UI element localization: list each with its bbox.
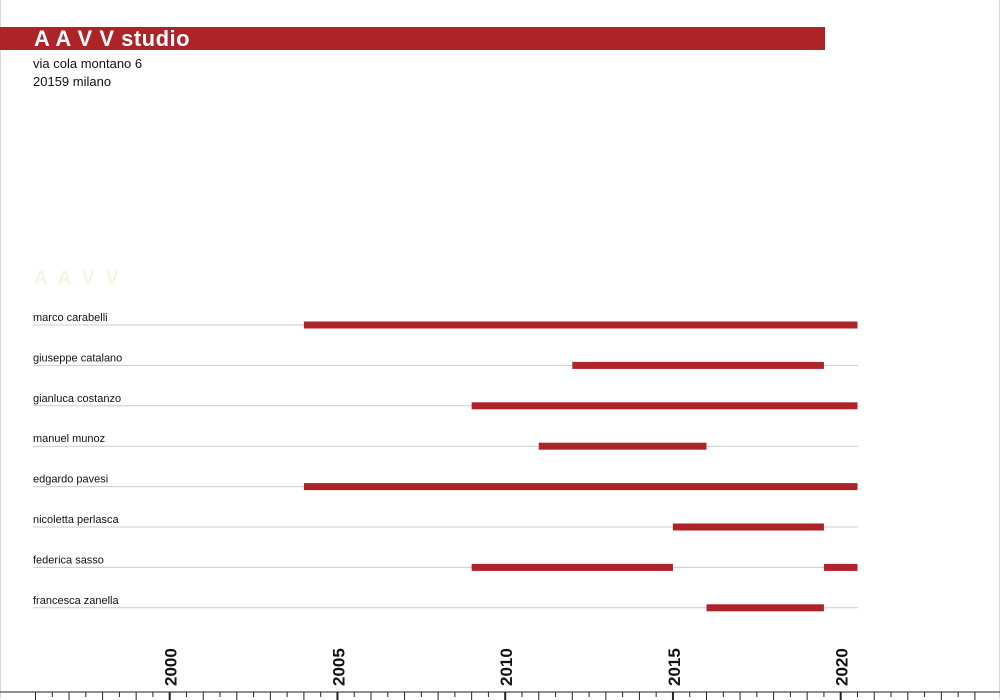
member-name-label: edgardo pavesi — [33, 474, 108, 486]
watermark-logo-text: A A V V — [34, 268, 122, 289]
membership-bar — [303, 321, 858, 329]
membership-bar — [471, 563, 673, 571]
membership-bar — [823, 563, 858, 571]
membership-bar — [706, 604, 824, 612]
member-name-label: manuel munoz — [33, 433, 105, 445]
x-axis-tick-label: 2015 — [665, 648, 684, 686]
x-axis-tick-label: 2000 — [162, 648, 181, 686]
member-name-label: giuseppe catalano — [33, 352, 122, 364]
membership-bar — [538, 442, 707, 450]
member-name-label: nicoletta perlasca — [33, 514, 119, 526]
membership-bar — [572, 361, 824, 369]
member-name-label: federica sasso — [33, 554, 104, 566]
membership-bar — [471, 402, 858, 410]
membership-bar — [303, 483, 858, 491]
address-city: 20159 milano — [33, 74, 112, 89]
member-name-label: francesca zanella — [33, 595, 119, 607]
studio-title: A A V V studio — [34, 26, 191, 51]
x-axis-tick-label: 2020 — [833, 648, 852, 686]
address-street: via cola montano 6 — [33, 56, 143, 71]
x-axis-tick-label: 2010 — [497, 648, 516, 686]
membership-bar — [672, 523, 824, 531]
x-axis-tick-label: 2005 — [329, 648, 348, 686]
member-name-label: marco carabelli — [33, 312, 108, 324]
title-band — [0, 27, 825, 50]
member-name-label: gianluca costanzo — [33, 393, 121, 405]
